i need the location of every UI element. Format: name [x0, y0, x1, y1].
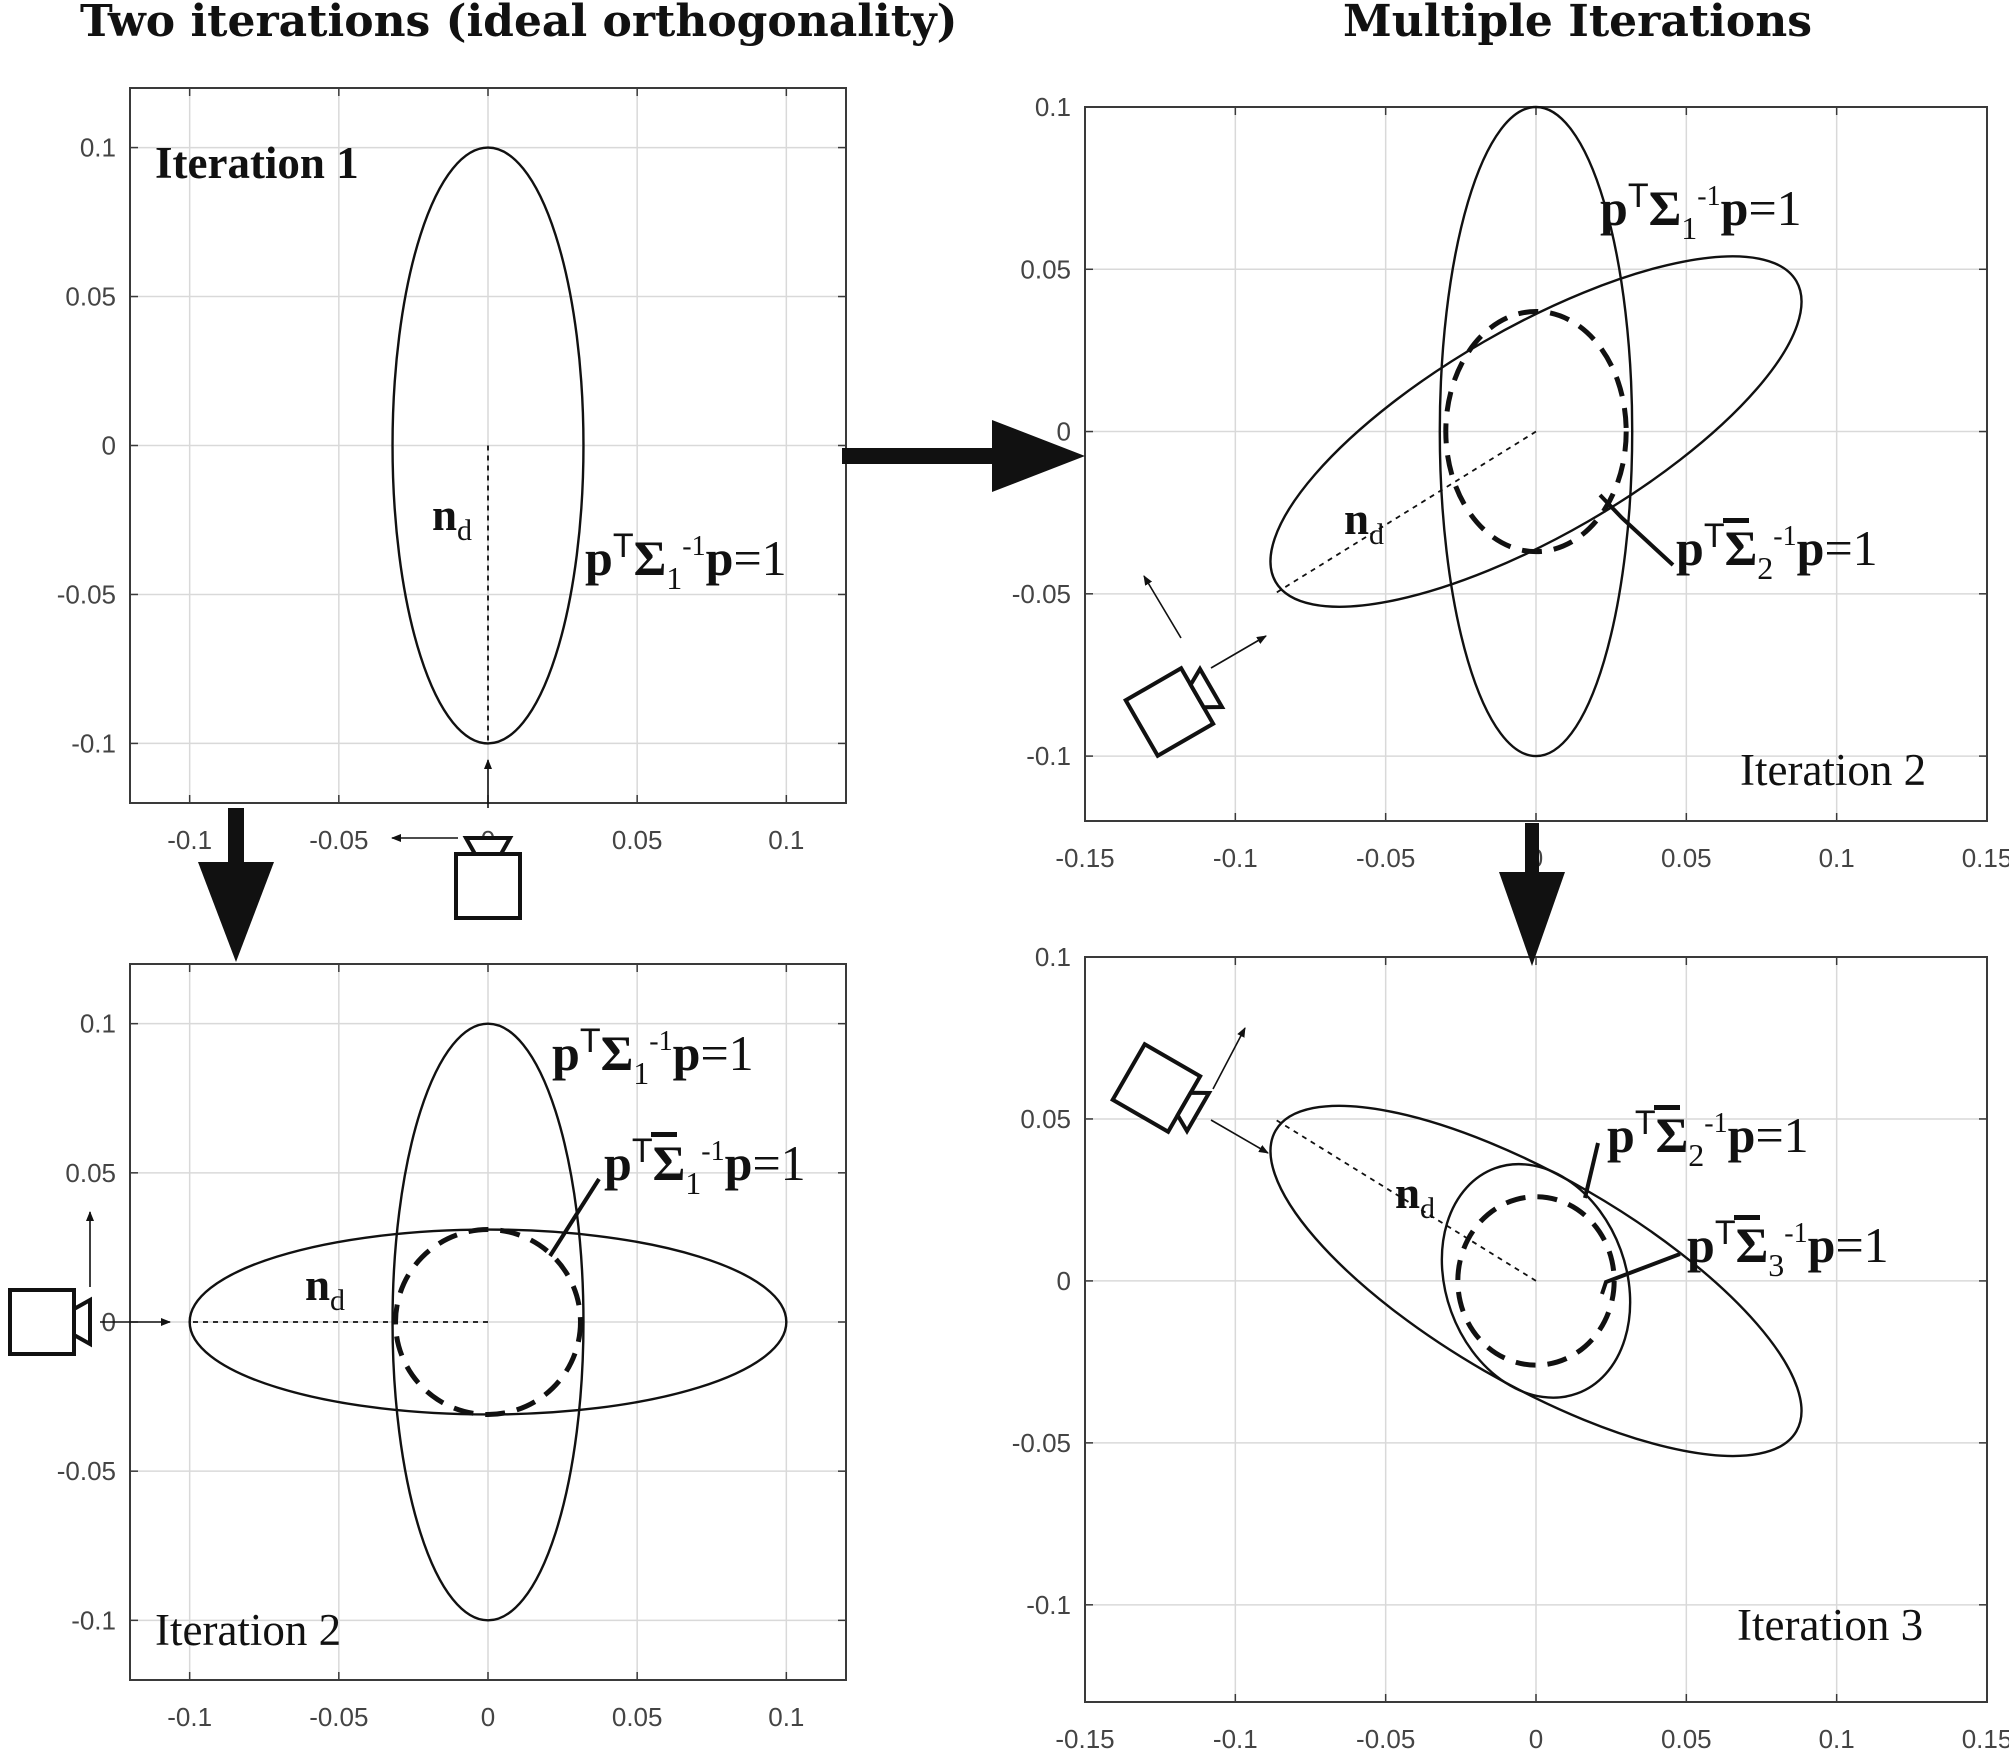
- bar-overline: [1654, 1105, 1680, 1110]
- equation-sigma1: pTΣ1-1p=1: [585, 527, 787, 596]
- x-tick-label: -0.1: [167, 825, 212, 855]
- x-tick-label: -0.1: [1213, 843, 1258, 873]
- leader-line: [548, 1177, 601, 1258]
- leader-line: [1598, 493, 1675, 567]
- equation-sigma1-bar: pTΣ1-1p=1: [604, 1132, 806, 1201]
- equation-sigma1: pTΣ1-1p=1: [1600, 177, 1802, 246]
- y-tick-label: -0.05: [1012, 1428, 1071, 1458]
- camera-view-arrow: [1210, 1119, 1269, 1154]
- y-tick-label: 0: [102, 431, 116, 461]
- x-tick-label: 0.05: [1661, 843, 1712, 873]
- camera-icon: [8, 1288, 92, 1356]
- arrow-down-iteration1: [198, 808, 274, 962]
- y-tick-label: 0.05: [1020, 1104, 1071, 1134]
- iteration-label: Iteration 2: [1740, 745, 1926, 795]
- y-tick-label: 0.1: [1035, 92, 1071, 122]
- x-tick-label: -0.05: [309, 825, 368, 855]
- plot-panel-2: -0.1 -0.05 0 0.05 0.10.10.050-0.05-0.1: [57, 963, 847, 1732]
- y-tick-label: 0: [1057, 1266, 1071, 1296]
- leader-line: [1600, 1252, 1681, 1295]
- camera-icon: [1109, 1041, 1213, 1136]
- equation-sigma3-bar: pTΣ3-1p=1: [1687, 1214, 1889, 1283]
- equation-sigma1: pTΣ1-1p=1: [552, 1022, 754, 1091]
- y-tick-label: -0.05: [57, 1456, 116, 1486]
- y-tick-label: -0.05: [1012, 579, 1071, 609]
- y-tick-label: 0.05: [65, 1158, 116, 1188]
- camera-up-arrow: [1212, 1027, 1246, 1090]
- y-tick-label: 0.05: [1020, 254, 1071, 284]
- x-tick-label: 0.15: [1962, 1724, 2009, 1752]
- x-tick-label: -0.15: [1055, 1724, 1114, 1752]
- title-two-iterations: Two iterations (ideal orthogonality): [80, 0, 958, 47]
- x-tick-label: 0.1: [768, 825, 804, 855]
- arrow-right-to-multiple: [842, 420, 1085, 492]
- y-tick-label: -0.1: [1026, 741, 1071, 771]
- equation-sigma2-bar: pTΣ2-1p=1: [1676, 517, 1878, 586]
- x-tick-label: 0: [1529, 1724, 1543, 1752]
- y-tick-label: -0.05: [57, 579, 116, 609]
- x-tick-label: -0.05: [309, 1702, 368, 1732]
- covariance-ellipse: [391, 1022, 585, 1622]
- bar-overline: [1734, 1215, 1760, 1220]
- y-tick-label: 0.1: [80, 133, 116, 163]
- x-tick-label: -0.1: [1213, 1724, 1258, 1752]
- y-tick-label: 0.05: [65, 282, 116, 312]
- x-tick-label: 0.1: [768, 1702, 804, 1732]
- y-tick-label: -0.1: [71, 1605, 116, 1635]
- x-tick-label: 0.1: [1819, 843, 1855, 873]
- equation-sigma2-bar: pTΣ2-1p=1: [1607, 1104, 1809, 1173]
- camera-icon: [454, 836, 522, 920]
- y-tick-label: 0.1: [1035, 942, 1071, 972]
- x-tick-label: 0.15: [1962, 843, 2009, 873]
- y-tick-label: 0: [1057, 417, 1071, 447]
- covariance-ellipse: [391, 146, 585, 745]
- arrow-down-iteration2-right: [1499, 823, 1565, 966]
- leader-line: [1583, 1142, 1600, 1199]
- y-tick-label: 0.1: [80, 1009, 116, 1039]
- x-tick-label: 0: [481, 1702, 495, 1732]
- camera-icon: [1122, 664, 1226, 759]
- title-multiple-iterations: Multiple Iterations: [1343, 0, 1812, 47]
- iteration-label: Iteration 2: [155, 1605, 341, 1655]
- normal-label: nd: [1344, 494, 1384, 551]
- plot-panel-4: -0.15 -0.1 -0.05 0 0.05 0.1 0.15 0.1 0.05 0 -0.05 -…: [1012, 942, 2009, 1752]
- y-tick-label: -0.1: [1026, 1590, 1071, 1620]
- covariance-ellipse: [1269, 255, 1803, 608]
- normal-label: nd: [305, 1260, 345, 1317]
- covariance-ellipse: [1440, 1162, 1632, 1399]
- normal-direction-line: [1273, 1118, 1537, 1282]
- iteration-label: Iteration 1: [155, 138, 359, 188]
- plot-panel-3: -0.15-0.1-0.0500.050.10.150.10.050-0.05-…: [1012, 92, 2009, 873]
- camera-up-arrow: [1143, 575, 1182, 639]
- x-tick-label: -0.1: [167, 1702, 212, 1732]
- x-tick-label: -0.05: [1356, 843, 1415, 873]
- x-tick-label: 0.05: [612, 825, 663, 855]
- x-tick-label: 0.05: [612, 1702, 663, 1732]
- y-tick-label: -0.1: [71, 728, 116, 758]
- x-tick-label: -0.05: [1356, 1724, 1415, 1752]
- x-tick-label: 0.05: [1661, 1724, 1712, 1752]
- normal-label: nd: [432, 490, 472, 547]
- iteration-label: Iteration 3: [1737, 1600, 1923, 1650]
- camera-view-arrow: [1210, 635, 1267, 669]
- x-tick-label: 0.1: [1819, 1724, 1855, 1752]
- x-tick-label: -0.15: [1055, 843, 1114, 873]
- normal-label: nd: [1395, 1168, 1435, 1225]
- covariance-ellipse-dashed: [1443, 308, 1629, 555]
- bar-overline: [1723, 518, 1749, 523]
- normal-direction-line: [1273, 430, 1537, 595]
- bar-overline: [651, 1132, 677, 1137]
- covariance-ellipse: [1438, 105, 1634, 758]
